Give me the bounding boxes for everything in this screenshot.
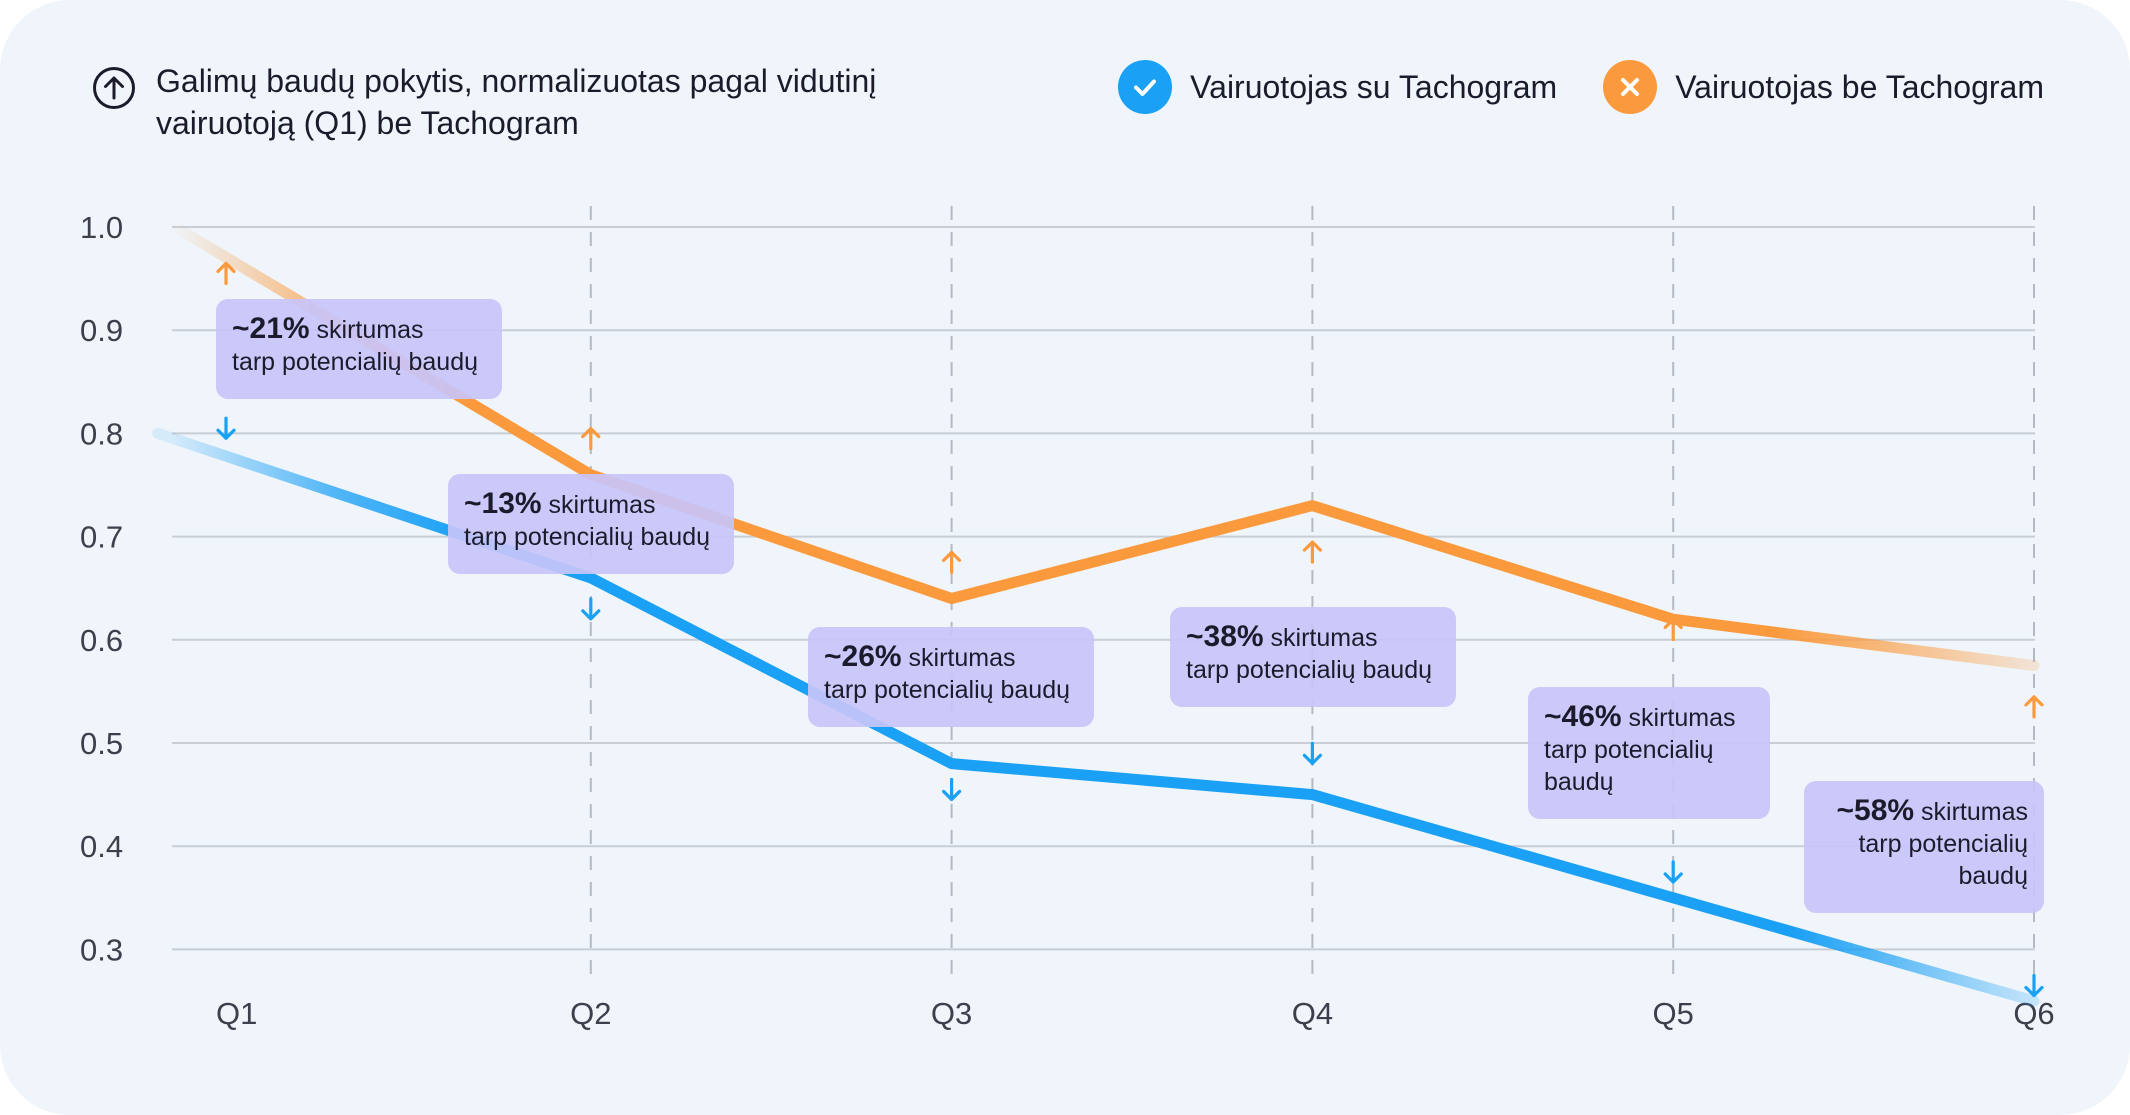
legend-item-with-tachogram: Vairuotojas su Tachogram — [1118, 60, 1557, 114]
y-tick-label: 0.4 — [80, 829, 123, 864]
callout-line: tarp potencialių baudų — [824, 676, 1071, 704]
arrow-down-icon — [1302, 741, 1322, 765]
callout-word: skirtumas — [1621, 704, 1736, 732]
callout-line: baudų — [1958, 862, 2028, 890]
callout-word: skirtumas — [1914, 798, 2028, 826]
x-tick-label: Q4 — [1292, 996, 1333, 1031]
legend-badge-without — [1603, 60, 1658, 114]
x-tick-label: Q1 — [216, 996, 257, 1031]
chart-header: Galimų baudų pokytis, normalizuotas paga… — [92, 60, 916, 144]
callout-headline: ~46% skirtumas — [1544, 701, 1754, 734]
arrow-down-icon — [2024, 973, 2044, 998]
arrow-up-circle-icon — [93, 67, 135, 109]
y-tick-label: 0.5 — [80, 726, 123, 761]
y-tick-label: 0.7 — [80, 520, 123, 555]
arrow-up-icon — [2024, 695, 2044, 719]
callout-headline: ~58% skirtumas — [1820, 795, 2028, 828]
callout-word: skirtumas — [901, 644, 1016, 672]
arrow-up-icon — [942, 550, 962, 574]
callout-line: tarp potencialių baudų — [1186, 656, 1433, 684]
legend-label-with: Vairuotojas su Tachogram — [1190, 68, 1558, 105]
callout-percent: ~46% — [1544, 700, 1622, 733]
close-icon — [1621, 78, 1640, 96]
callout-percent: ~58% — [1836, 794, 1915, 827]
y-tick-label: 0.8 — [80, 416, 123, 451]
gap-callout-q4: ~38% skirtumas tarp potencialių baudų — [1170, 607, 1456, 707]
arrow-up-icon — [1663, 617, 1683, 642]
gap-callout-q1: ~21% skirtumas tarp potencialių baudų — [216, 299, 502, 399]
chart-legend: Vairuotojas su Tachogram Vairuotojas be … — [1072, 60, 2044, 114]
x-tick-label: Q2 — [570, 996, 611, 1031]
callout-headline: ~26% skirtumas — [824, 641, 1078, 674]
callout-percent: ~38% — [1186, 620, 1264, 653]
callout-word: skirtumas — [541, 491, 656, 519]
y-tick-label: 1.0 — [80, 210, 123, 245]
callout-line: tarp potencialių — [1858, 830, 2028, 858]
callout-headline: ~21% skirtumas — [232, 313, 486, 346]
y-tick-label: 0.9 — [80, 313, 123, 348]
arrow-down-icon — [1663, 860, 1683, 884]
series-line-without-tachogram — [152, 211, 2040, 672]
arrow-down-icon — [581, 597, 601, 621]
callout-line: tarp potencialių baudų — [464, 523, 711, 551]
check-icon — [1134, 79, 1157, 96]
callout-percent: ~21% — [232, 312, 310, 345]
arrow-down-icon — [216, 416, 236, 440]
gap-callout-q2: ~13% skirtumas tarp potencialių baudų — [448, 474, 734, 574]
callout-line: tarp potencialių baudų — [232, 348, 479, 376]
callout-percent: ~26% — [824, 640, 902, 673]
callout-headline: ~38% skirtumas — [1186, 621, 1440, 654]
legend-badge-with — [1118, 60, 1173, 114]
callout-word: skirtumas — [1263, 624, 1378, 652]
legend-item-without-tachogram: Vairuotojas be Tachogram — [1603, 60, 2044, 114]
callout-line: baudų — [1544, 768, 1614, 796]
callout-headline: ~13% skirtumas — [464, 488, 718, 521]
y-tick-label: 0.3 — [80, 932, 123, 967]
chart-title: Galimų baudų pokytis, normalizuotas paga… — [156, 63, 877, 141]
x-tick-label: Q3 — [931, 996, 972, 1031]
callout-line: tarp potencialių — [1544, 736, 1714, 764]
axis-ticks: 1.00.90.80.70.60.50.40.3Q1 Q2 Q3 Q4 Q5 Q6 — [80, 210, 2055, 1031]
arrow-down-icon — [942, 777, 962, 802]
y-tick-label: 0.6 — [80, 623, 123, 658]
x-tick-label: Q5 — [1653, 996, 1694, 1031]
gap-callout-q5: ~46% skirtumas tarp potencialių baudų — [1528, 687, 1770, 819]
arrow-up-icon — [581, 426, 601, 451]
legend-label-without: Vairuotojas be Tachogram — [1675, 68, 2044, 105]
gap-callout-q3: ~26% skirtumas tarp potencialių baudų — [808, 627, 1094, 727]
callout-percent: ~13% — [464, 487, 542, 520]
gap-callout-q6: ~58% skirtumas tarp potencialių baudų — [1804, 781, 2044, 913]
callout-word: skirtumas — [309, 316, 424, 344]
arrow-up-icon — [216, 261, 236, 286]
arrow-up-icon — [1302, 540, 1322, 564]
gap-markers — [216, 261, 2044, 998]
